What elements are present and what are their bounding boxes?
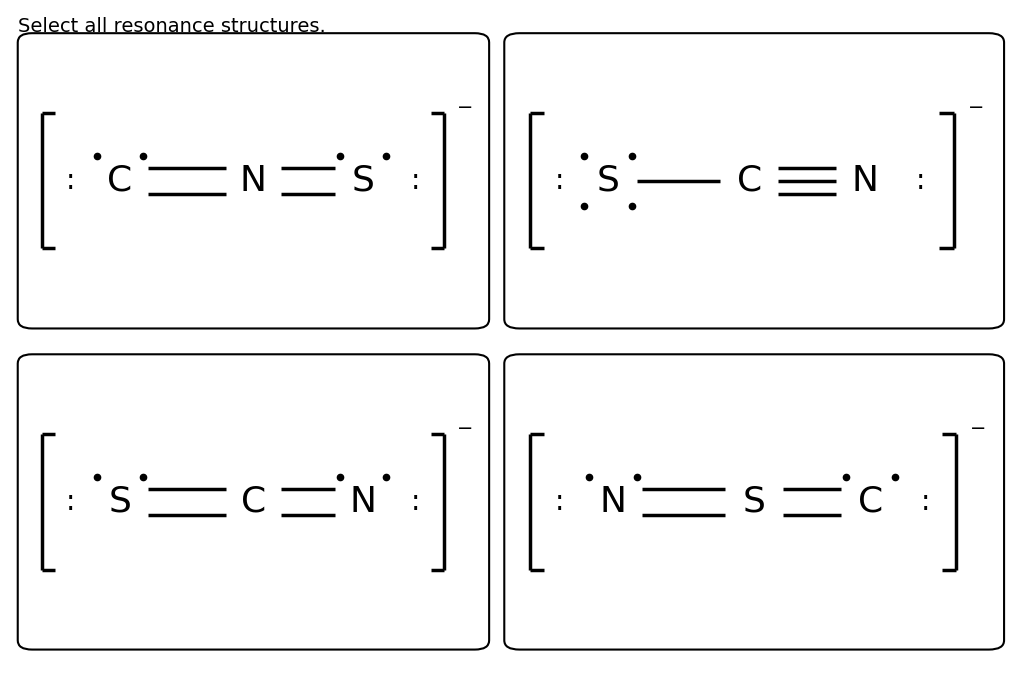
Text: N: N [349,485,377,519]
Text: N: N [599,485,627,519]
Text: −: − [968,97,984,116]
Text: C: C [736,164,762,198]
Text: :: : [555,167,564,195]
Text: S: S [742,485,766,519]
Text: :: : [411,167,420,195]
Text: C: C [241,485,266,519]
FancyBboxPatch shape [17,354,489,650]
Text: −: − [458,418,474,437]
Text: S: S [109,485,131,519]
Text: :: : [922,488,931,516]
Text: C: C [858,485,883,519]
Text: −: − [971,418,986,437]
Text: :: : [66,488,75,516]
Text: N: N [852,164,879,198]
Text: N: N [240,164,267,198]
FancyBboxPatch shape [504,33,1005,329]
Text: :: : [916,167,926,195]
Text: :: : [411,488,420,516]
Text: S: S [596,164,620,198]
Text: :: : [66,167,75,195]
Text: Select all resonance structures.: Select all resonance structures. [18,17,327,36]
Text: C: C [108,164,133,198]
Text: S: S [351,164,375,198]
Text: −: − [458,97,474,116]
Text: :: : [555,488,564,516]
FancyBboxPatch shape [17,33,489,329]
FancyBboxPatch shape [504,354,1005,650]
